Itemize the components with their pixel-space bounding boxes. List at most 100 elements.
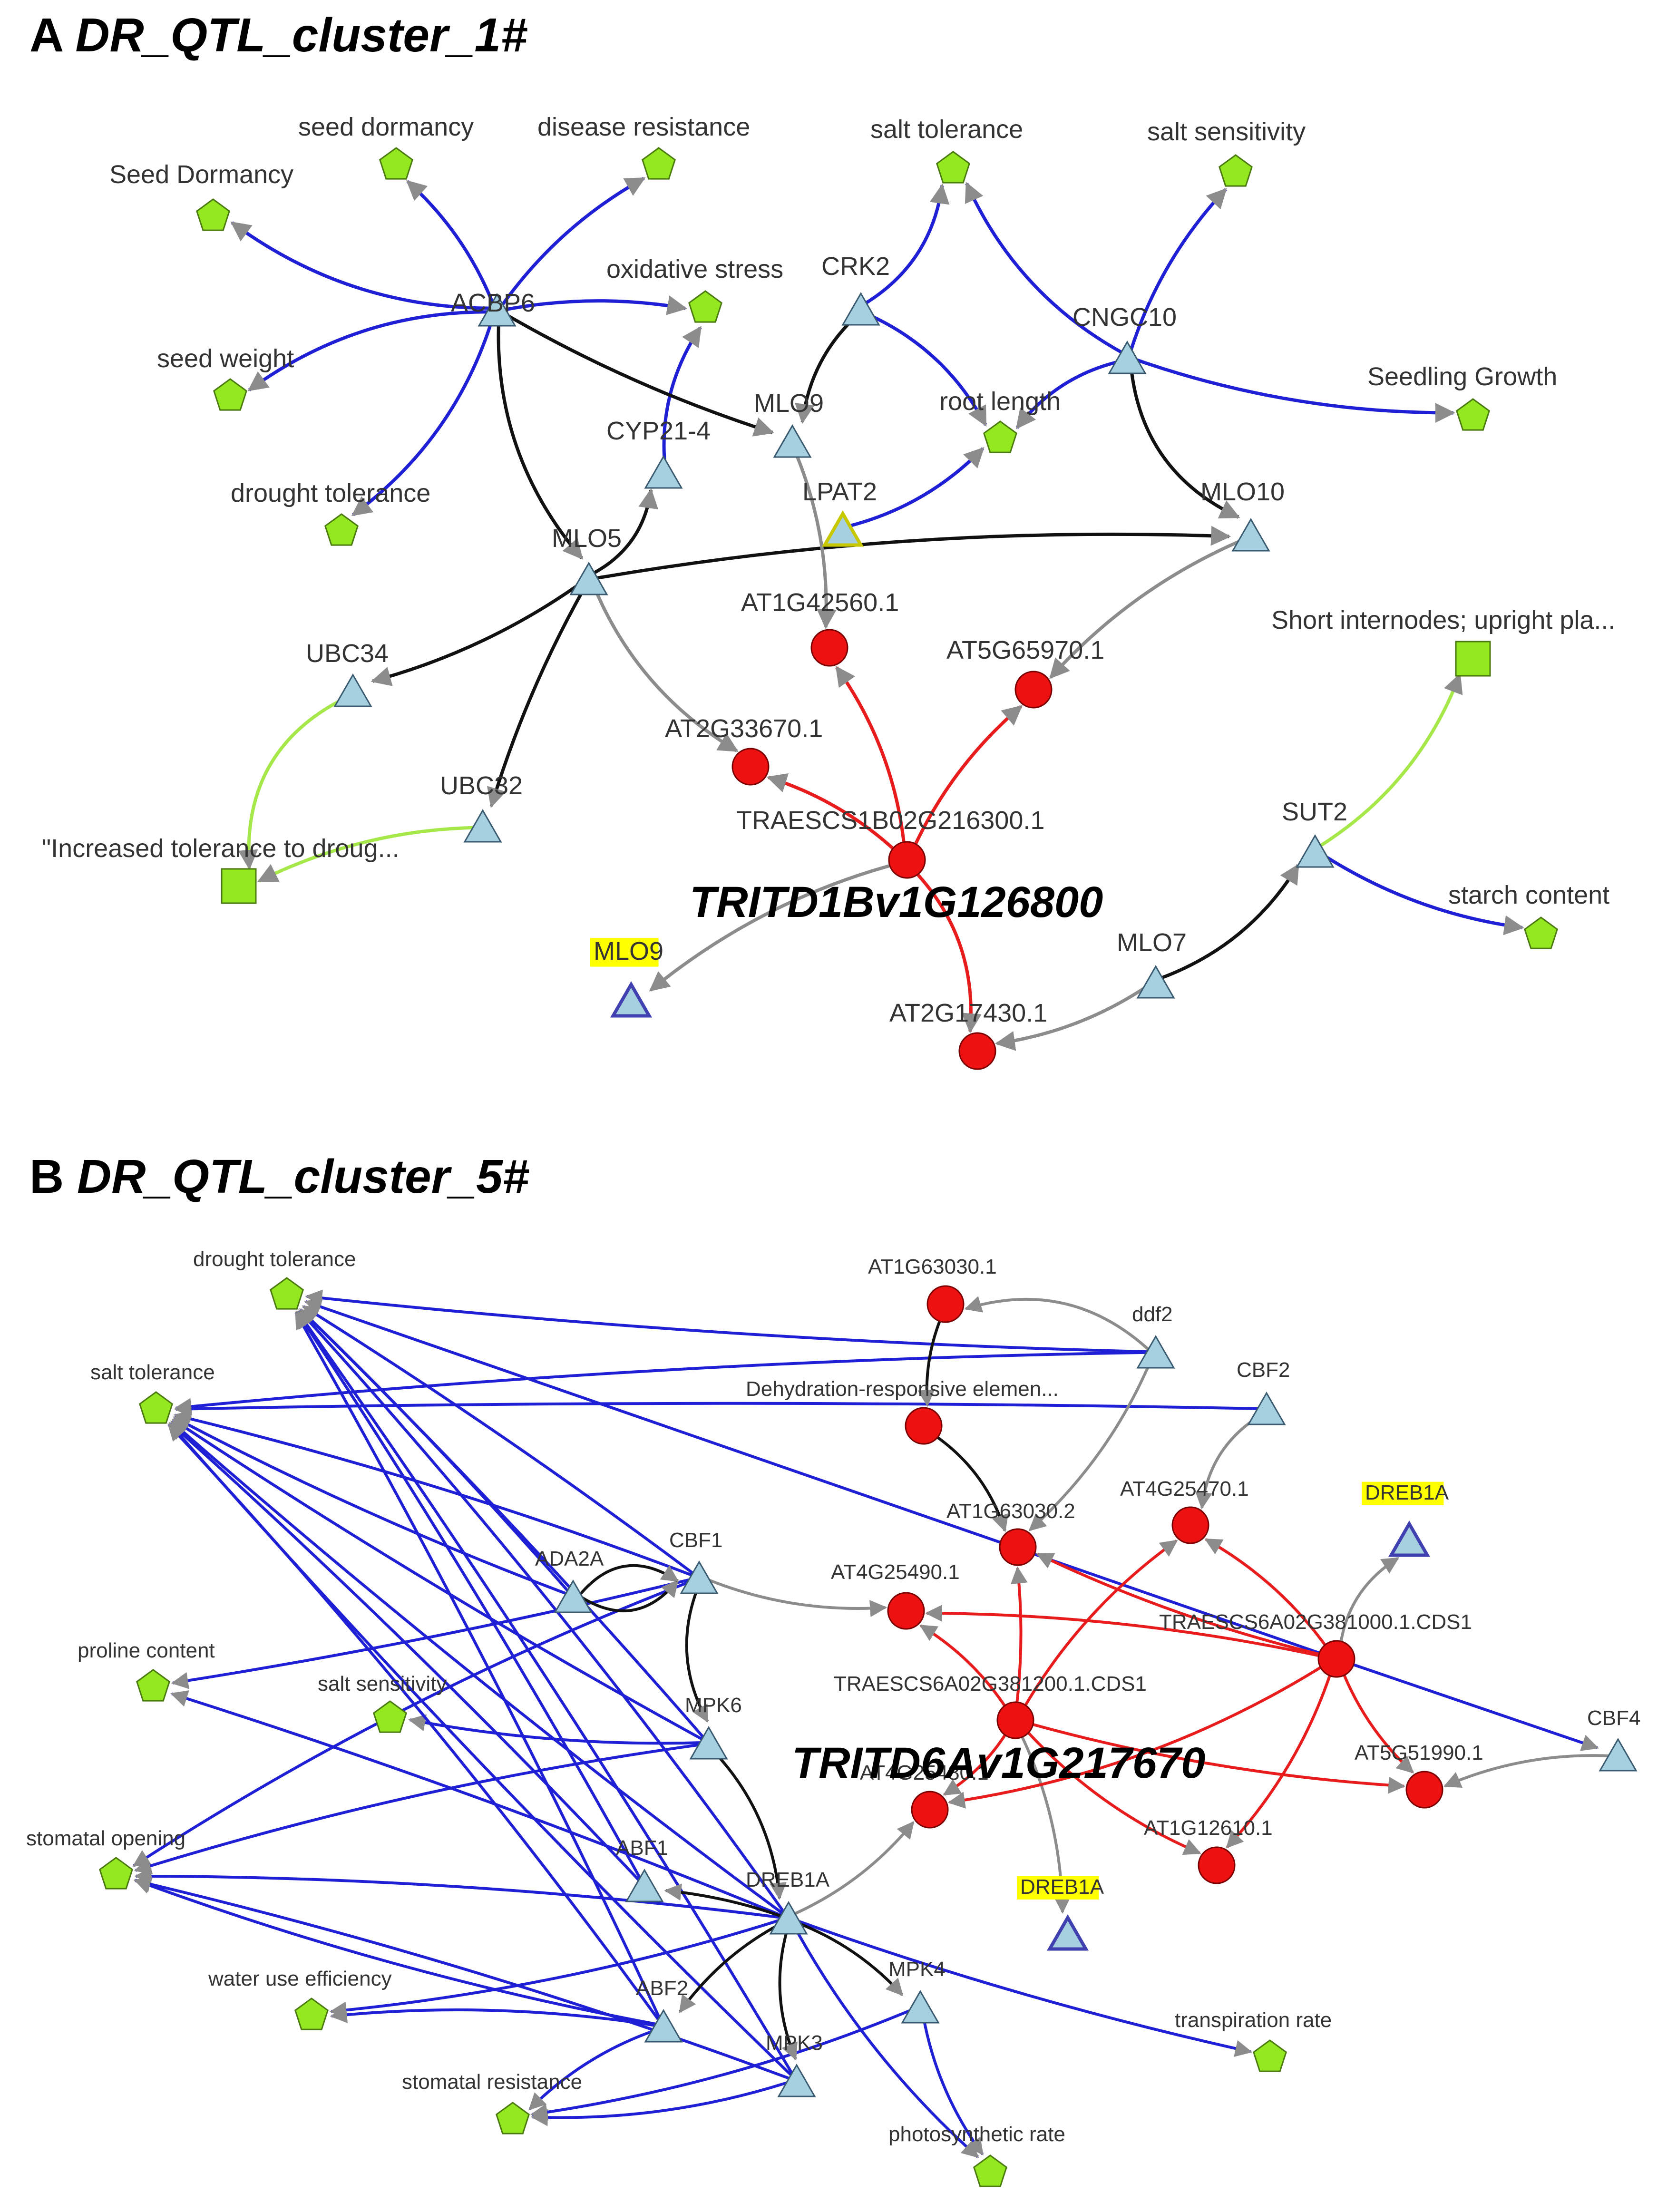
panel-b-node-water-use-efficiency[interactable]: water use efficiency [208, 1967, 392, 2030]
panel-b-node-cbf1[interactable]: CBF1 [669, 1529, 722, 1594]
panel-a-node-mlo10[interactable]: MLO10 [1200, 477, 1285, 552]
panel-a-node-salt-tolerance[interactable]: salt tolerance [870, 115, 1023, 184]
panel-a-at5g65970-label: AT5G65970.1 [946, 636, 1104, 664]
panel-b-edge-dreb1a-to-at4g25480 [792, 1821, 915, 1916]
panel-b-cbf2-triangle-marker [1247, 1391, 1286, 1425]
panel-b-node-abf1[interactable]: ABF1 [616, 1836, 668, 1902]
panel-b-edge-cbf1-to-proline-content [171, 1577, 694, 1689]
panel-b-dreb1a-query-bottom-triangle-query-marker [1046, 1914, 1089, 1951]
panel-a-node-at1g42560[interactable]: AT1G42560.1 [741, 588, 899, 667]
panel-b-edge-abf2-to-salt-tolerance [167, 1423, 661, 2023]
panel-b-at1g63030-1-label: AT1G63030.1 [868, 1255, 997, 1278]
panel-b-node-salt-tolerance[interactable]: salt tolerance [90, 1361, 215, 1424]
panel-b-salt-sensitivity-pentagon-marker [373, 1700, 407, 1733]
panel-b-node-cbf2[interactable]: CBF2 [1237, 1358, 1290, 1425]
panel-b-node-cbf4[interactable]: CBF4 [1587, 1706, 1640, 1772]
panel-a-node-salt-sensitivity[interactable]: salt sensitivity [1147, 117, 1306, 187]
panel-a-node-mlo7[interactable]: MLO7 [1117, 928, 1187, 999]
panel-a-node-mlo5[interactable]: MLO5 [552, 524, 622, 595]
panel-a-seed-dormancy-lower-pentagon-marker [196, 198, 230, 231]
panel-a-cngc10-triangle-marker [1108, 340, 1147, 374]
panel-b-edge-ada2a-to-salt-tolerance [173, 1416, 568, 1596]
panel-b-node-at1g63030-1[interactable]: AT1G63030.1 [868, 1255, 997, 1323]
panel-a-node-starch-content[interactable]: starch content [1448, 881, 1609, 949]
panel-a-node-at5g65970[interactable]: AT5G65970.1 [946, 636, 1104, 709]
panel-b-node-dehydration[interactable]: Dehydration-responsive elemen... [746, 1377, 1059, 1445]
panel-a-node-disease-resistance[interactable]: disease resistance [537, 113, 750, 180]
panel-a-node-mlo9[interactable]: MLO9 [754, 389, 824, 458]
panel-a-node-seed-dormancy-lower[interactable]: Seed Dormancy [109, 160, 293, 231]
panel-b-dehydration-label: Dehydration-responsive elemen... [746, 1377, 1059, 1401]
panel-b-node-transpiration-rate[interactable]: transpiration rate [1175, 2008, 1332, 2072]
panel-b-node-drought-tolerance[interactable]: drought tolerance [193, 1247, 356, 1310]
panel-a-crk2-triangle-marker [841, 292, 880, 326]
panel-b-node-abf2[interactable]: ABF2 [636, 1977, 688, 2043]
panel-a-node-seed-weight[interactable]: seed weight [157, 344, 294, 411]
panel-b-node-traescs6a381200[interactable]: TRAESCS6A02G381200.1.CDS1 [834, 1672, 1147, 1739]
panel-b-node-stomatal-resistance[interactable]: stomatal resistance [402, 2070, 582, 2134]
panel-a-edge-acbp6-to-oxidative-stress [502, 295, 688, 315]
panel-b-node-ada2a[interactable]: ADA2A [535, 1547, 604, 1613]
panel-b-node-at4g25490[interactable]: AT4G25490.1 [831, 1560, 960, 1630]
panel-b-dehydration-circle-marker [905, 1407, 943, 1445]
panel-a-node-sut2[interactable]: SUT2 [1282, 798, 1347, 868]
panel-a-ubc34-triangle-marker [333, 673, 372, 707]
panel-b-node-at5g51990[interactable]: AT5G51990.1 [1355, 1741, 1483, 1809]
panel-a-node-seed-dormancy[interactable]: seed dormancy [298, 113, 474, 180]
panel-b-node-photosynthetic-rate[interactable]: photosynthetic rate [888, 2123, 1065, 2187]
panel-a-node-seedling-growth[interactable]: Seedling Growth [1367, 362, 1557, 431]
panel-b-node-dreb1a-query-top[interactable]: DREB1A [1362, 1481, 1449, 1557]
panel-a-mlo9-triangle-marker [773, 424, 812, 458]
panel-a-node-cngc10[interactable]: CNGC10 [1072, 303, 1177, 374]
panel-a-node-lpat2[interactable]: LPAT2 [802, 477, 877, 547]
panel-b-node-salt-sensitivity[interactable]: salt sensitivity [318, 1672, 447, 1733]
panel-a-node-traescs1b[interactable]: TRAESCS1B02G216300.1 [736, 806, 1044, 879]
panel-b-edge-ddf2-to-at1g63030-1 [964, 1296, 1151, 1352]
panel-a-ubc32-label: UBC32 [440, 771, 523, 800]
panel-b-node-dreb1a[interactable]: DREB1A [746, 1868, 830, 1935]
panel-b-edge-mpk3-to-stomatal-opening [133, 1876, 791, 2081]
panel-a-at5g65970-circle-marker [1014, 671, 1053, 709]
panel-a-edge-cngc10-to-salt-sensitivity [1129, 188, 1227, 353]
panel-a-lpat2-triangle-marker [821, 510, 864, 547]
panel-a-node-crk2[interactable]: CRK2 [821, 252, 890, 326]
panel-a-edge-crk2-to-mlo9 [795, 313, 859, 424]
panel-a-node-at2g33670[interactable]: AT2G33670.1 [665, 714, 823, 786]
panel-b-node-at4g25480[interactable]: AT4G25480.1 [860, 1761, 989, 1829]
panel-b-node-ddf2[interactable]: ddf2 [1132, 1303, 1175, 1369]
panel-b-mpk3-triangle-marker [777, 2063, 816, 2097]
panel-a-seed-dormancy-pentagon-marker [379, 147, 413, 180]
panel-a-node-root-length[interactable]: root length [939, 387, 1061, 453]
panel-b-node-dreb1a-query-bottom[interactable]: DREB1A [1017, 1875, 1104, 1951]
panel-a-drought-tolerance-label: drought tolerance [231, 479, 430, 507]
panel-b-node-mpk6[interactable]: MPK6 [685, 1694, 742, 1760]
panel-b-dreb1a-query-top-label-highlight [1362, 1481, 1444, 1505]
panel-a-acbp6-label: ACBP6 [451, 289, 535, 317]
panel-a-node-acbp6[interactable]: ACBP6 [451, 289, 535, 327]
panel-a-salt-tolerance-pentagon-marker [936, 151, 970, 184]
panel-a-node-increased-tolerance[interactable]: "Increased tolerance to droug... [42, 834, 400, 904]
panel-b-node-at1g63030-2[interactable]: AT1G63030.2 [946, 1500, 1075, 1566]
panel-b-at5g51990-circle-marker [1405, 1771, 1443, 1809]
panel-b-node-at4g25470[interactable]: AT4G25470.1 [1120, 1477, 1249, 1544]
panel-a-sut2-triangle-marker [1296, 834, 1335, 868]
panel-b-edge-traescs6a381000-to-at4g25490 [925, 1605, 1331, 1660]
panel-b-node-mpk3[interactable]: MPK3 [766, 2031, 823, 2097]
panel-a-traescs1b-label: TRAESCS1B02G216300.1 [736, 806, 1044, 835]
panel-b-node-mpk4[interactable]: MPK4 [888, 1958, 946, 2024]
panel-a-node-cyp21-4[interactable]: CYP21-4 [606, 417, 711, 489]
panel-b-mpk4-label: MPK4 [888, 1958, 946, 1981]
panel-a-node-ubc32[interactable]: UBC32 [440, 771, 523, 843]
panel-a-node-short-internodes[interactable]: Short internodes; upright pla... [1271, 606, 1615, 677]
panel-a-node-at2g17430[interactable]: AT2G17430.1 [889, 999, 1047, 1070]
panel-b-node-stomatal-opening[interactable]: stomatal opening [26, 1827, 185, 1890]
panel-b-at4g25490-label: AT4G25490.1 [831, 1560, 960, 1584]
panel-a-node-ubc34[interactable]: UBC34 [306, 639, 389, 707]
panel-a-edge-lpat2-to-root-length [848, 447, 985, 528]
panel-b-node-at1g12610[interactable]: AT1G12610.1 [1144, 1816, 1273, 1884]
panel-b-node-traescs6a381000[interactable]: TRAESCS6A02G381000.1.CDS1 [1159, 1610, 1472, 1678]
panel-a-node-oxidative-stress[interactable]: oxidative stress [606, 255, 783, 323]
panel-b-node-proline-content[interactable]: proline content [78, 1639, 215, 1702]
panel-a-node-mlo9-query[interactable]: MLO9 [590, 937, 663, 1018]
panel-a-node-drought-tolerance[interactable]: drought tolerance [231, 479, 430, 546]
